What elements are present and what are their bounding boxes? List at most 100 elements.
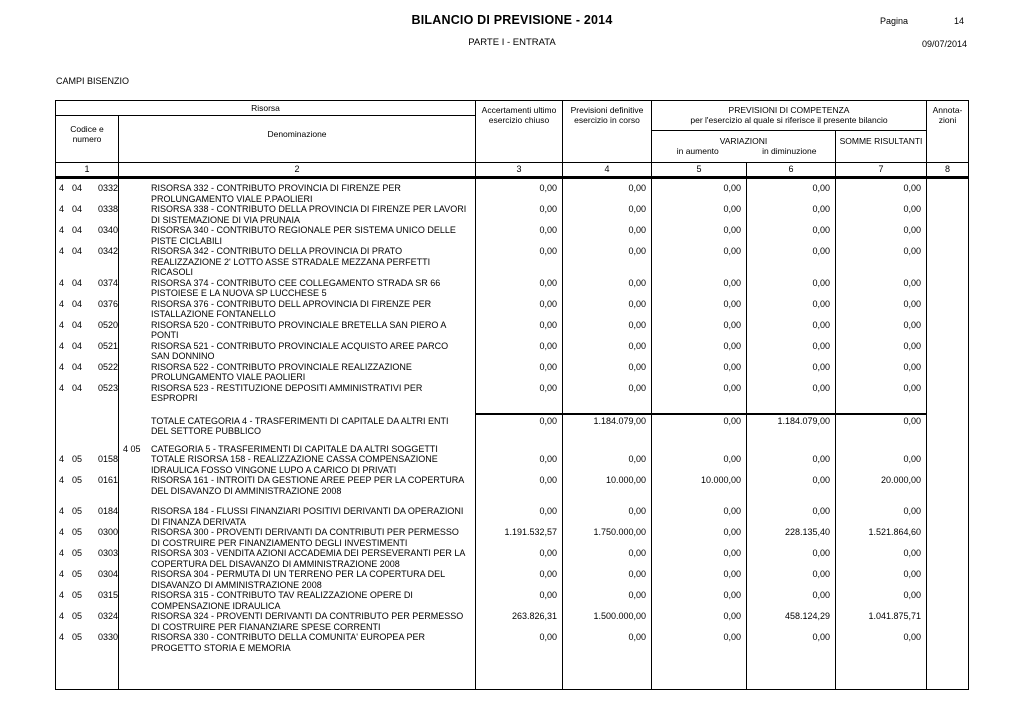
code-number: 0324 (98, 611, 119, 621)
row-annotations (927, 225, 968, 226)
table-row: 4 04 0376 RISORSA 376 - CONTRIBUTO DELL … (56, 299, 968, 320)
row-annotations (927, 362, 968, 363)
code-title: 4 (59, 632, 65, 642)
value-somme-risultanti: 0,00 (903, 415, 921, 426)
value-accertamenti: 0,00 (539, 277, 557, 288)
value-previsioni-definitive: 0,00 (628, 204, 646, 214)
value-previsioni-definitive: 0,00 (628, 277, 646, 288)
value-previsioni-definitive: 0,00 (628, 548, 646, 558)
competenza-title: PREVISIONI DI COMPETENZA (728, 105, 850, 115)
value-accertamenti: 0,00 (539, 340, 557, 351)
denomination-text: RISORSA 376 - CONTRIBUTO DELL APROVINCIA… (151, 298, 432, 320)
value-somme-risultanti: 0,00 (903, 319, 921, 330)
value-variazioni-aumento: 0,00 (723, 382, 741, 393)
denomination-text: RISORSA 161 - INTROITI DA GESTIONE AREE … (151, 475, 464, 496)
column-number-3: 3 (476, 163, 563, 176)
value-variazioni-aumento: 0,00 (723, 527, 741, 537)
document-subtitle: PARTE I - ENTRATA (468, 37, 556, 48)
value-variazioni-aumento: 0,00 (723, 225, 741, 235)
value-previsioni-definitive: 0,00 (628, 298, 646, 309)
value-accertamenti: 0,00 (539, 246, 557, 256)
value-somme-risultanti: 0,00 (903, 454, 921, 464)
header-codice-numero: Codice e numero (56, 116, 119, 162)
code-number: 0303 (98, 548, 119, 558)
denomination-text: RISORSA 520 - CONTRIBUTO PROVINCIALE BRE… (151, 319, 446, 341)
code-title: 4 (59, 611, 65, 621)
category-code: 4 05 (123, 443, 141, 454)
code-category: 04 (72, 225, 83, 235)
row-code: 4 04 0520 (56, 320, 119, 331)
code-category: 04 (72, 246, 83, 256)
row-annotations (927, 183, 968, 184)
value-previsioni-definitive: 0,00 (628, 183, 646, 193)
row-annotations (927, 383, 968, 384)
code-title: 4 (59, 475, 65, 485)
column-number-2: 2 (119, 163, 476, 176)
value-somme-risultanti: 0,00 (903, 225, 921, 235)
value-somme-risultanti: 0,00 (903, 298, 921, 309)
table-row: 4 05 0158 TOTALE RISORSA 158 - REALIZZAZ… (56, 454, 968, 475)
code-title: 4 (59, 506, 65, 516)
code-category: 04 (72, 298, 83, 309)
column-divider (926, 179, 927, 689)
value-accertamenti: 0,00 (539, 415, 557, 426)
value-variazioni-aumento: 10.000,00 (700, 475, 741, 485)
value-previsioni-definitive: 0,00 (628, 340, 646, 351)
row-annotations (927, 475, 968, 476)
code-category: 05 (72, 475, 83, 485)
header-in-aumento: in aumento (676, 146, 719, 156)
value-previsioni-definitive: 1.500.000,00 (593, 611, 646, 621)
budget-table: Risorsa Codice e numero Denominazione Ac… (55, 100, 969, 690)
row-denomination: RISORSA 522 - CONTRIBUTO PROVINCIALE REA… (119, 362, 476, 383)
code-number: 0304 (98, 569, 119, 579)
row-denomination: RISORSA 520 - CONTRIBUTO PROVINCIALE BRE… (119, 320, 476, 341)
denomination-text: RISORSA 304 - PERMUTA DI UN TERRENO PER … (151, 569, 445, 590)
value-variazioni-diminuzione: 0,00 (812, 454, 830, 464)
table-body: 4 04 0332 RISORSA 332 - CONTRIBUTO PROVI… (55, 177, 969, 690)
value-variazioni-aumento: 0,00 (723, 569, 741, 579)
row-code: 4 04 0523 (56, 383, 119, 394)
code-category: 04 (72, 277, 83, 288)
code-title: 4 (59, 548, 65, 558)
value-variazioni-diminuzione: 0,00 (812, 632, 830, 642)
value-somme-risultanti: 0,00 (903, 590, 921, 600)
table-row: 4 05 0161 RISORSA 161 - INTROITI DA GEST… (56, 475, 968, 496)
value-accertamenti: 0,00 (539, 454, 557, 464)
column-divider (118, 179, 119, 689)
denomination-text: RISORSA 338 - CONTRIBUTO DELLA PROVINCIA… (151, 204, 467, 225)
table-row: 4 05 0304 RISORSA 304 - PERMUTA DI UN TE… (56, 569, 968, 590)
row-annotations (927, 278, 968, 279)
value-variazioni-aumento: 0,00 (723, 204, 741, 214)
value-variazioni-diminuzione: 0,00 (812, 277, 830, 288)
row-denomination: RISORSA 338 - CONTRIBUTO DELLA PROVINCIA… (119, 204, 476, 225)
row-code: 4 04 0522 (56, 362, 119, 373)
code-number: 0521 (98, 340, 119, 351)
value-somme-risultanti: 0,00 (903, 506, 921, 516)
row-code: 4 04 0332 (56, 183, 119, 194)
value-previsioni-definitive: 0,00 (628, 246, 646, 256)
value-variazioni-diminuzione: 0,00 (812, 382, 830, 393)
value-accertamenti: 0,00 (539, 298, 557, 309)
value-accertamenti: 0,00 (539, 319, 557, 330)
row-annotations (927, 569, 968, 570)
row-code: 4 05 0324 (56, 611, 119, 622)
table-row: TOTALE CATEGORIA 4 - TRASFERIMENTI DI CA… (56, 412, 968, 437)
row-annotations (927, 444, 968, 445)
table-row: 4 04 0338 RISORSA 338 - CONTRIBUTO DELLA… (56, 204, 968, 225)
value-accertamenti: 263.826,31 (511, 611, 557, 621)
row-annotations (927, 548, 968, 549)
value-variazioni-diminuzione: 0,00 (812, 340, 830, 351)
row-code: 4 05 0158 (56, 454, 119, 465)
row-denomination: RISORSA 342 - CONTRIBUTO DELLA PROVINCIA… (119, 246, 476, 278)
value-variazioni-diminuzione: 0,00 (812, 548, 830, 558)
value-accertamenti: 0,00 (539, 361, 557, 372)
table-row: 4 05 0184 RISORSA 184 - FLUSSI FINANZIAR… (56, 506, 968, 527)
code-title: 4 (59, 340, 65, 351)
value-variazioni-diminuzione: 0,00 (812, 225, 830, 235)
value-variazioni-aumento: 0,00 (723, 340, 741, 351)
row-code: 4 05 0330 (56, 632, 119, 643)
table-row: 4 04 0523 RISORSA 523 - RESTITUZIONE DEP… (56, 383, 968, 404)
row-denomination: RISORSA 340 - CONTRIBUTO REGIONALE PER S… (119, 225, 476, 246)
column-divider (835, 179, 836, 689)
denomination-text: RISORSA 324 - PROVENTI DERIVANTI DA CONT… (151, 611, 464, 632)
